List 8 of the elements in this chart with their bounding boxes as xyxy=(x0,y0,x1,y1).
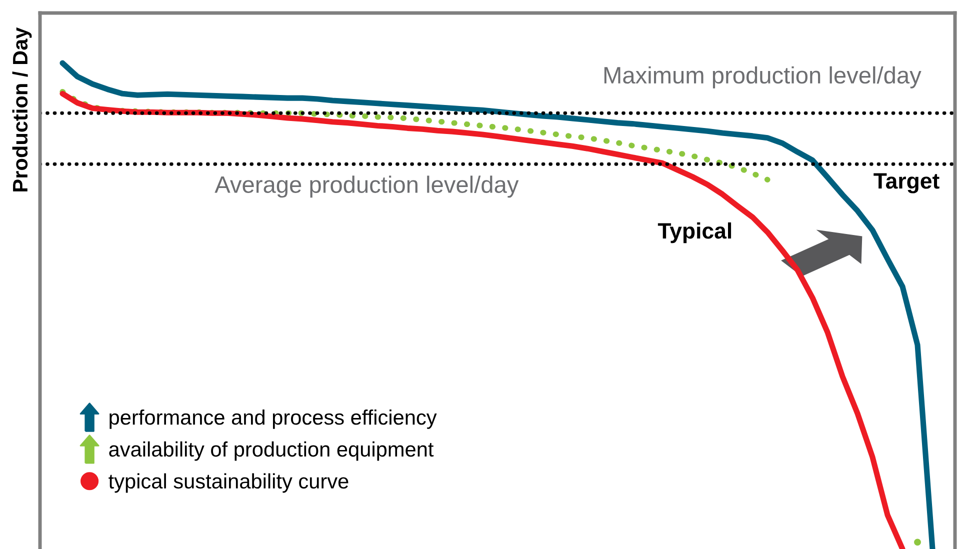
annotation: Average production level/day xyxy=(214,176,519,198)
annotation: Maximum production level/day xyxy=(604,66,922,88)
annotation: Typical xyxy=(658,222,732,244)
legend-label: typical sustainability curve xyxy=(108,473,348,493)
legend-label: availability of production equipment xyxy=(109,441,434,461)
annotation: Target xyxy=(874,173,940,194)
y-axis-title: Production / Day xyxy=(12,27,32,192)
legend-label: performance and process efficiency xyxy=(110,409,437,429)
